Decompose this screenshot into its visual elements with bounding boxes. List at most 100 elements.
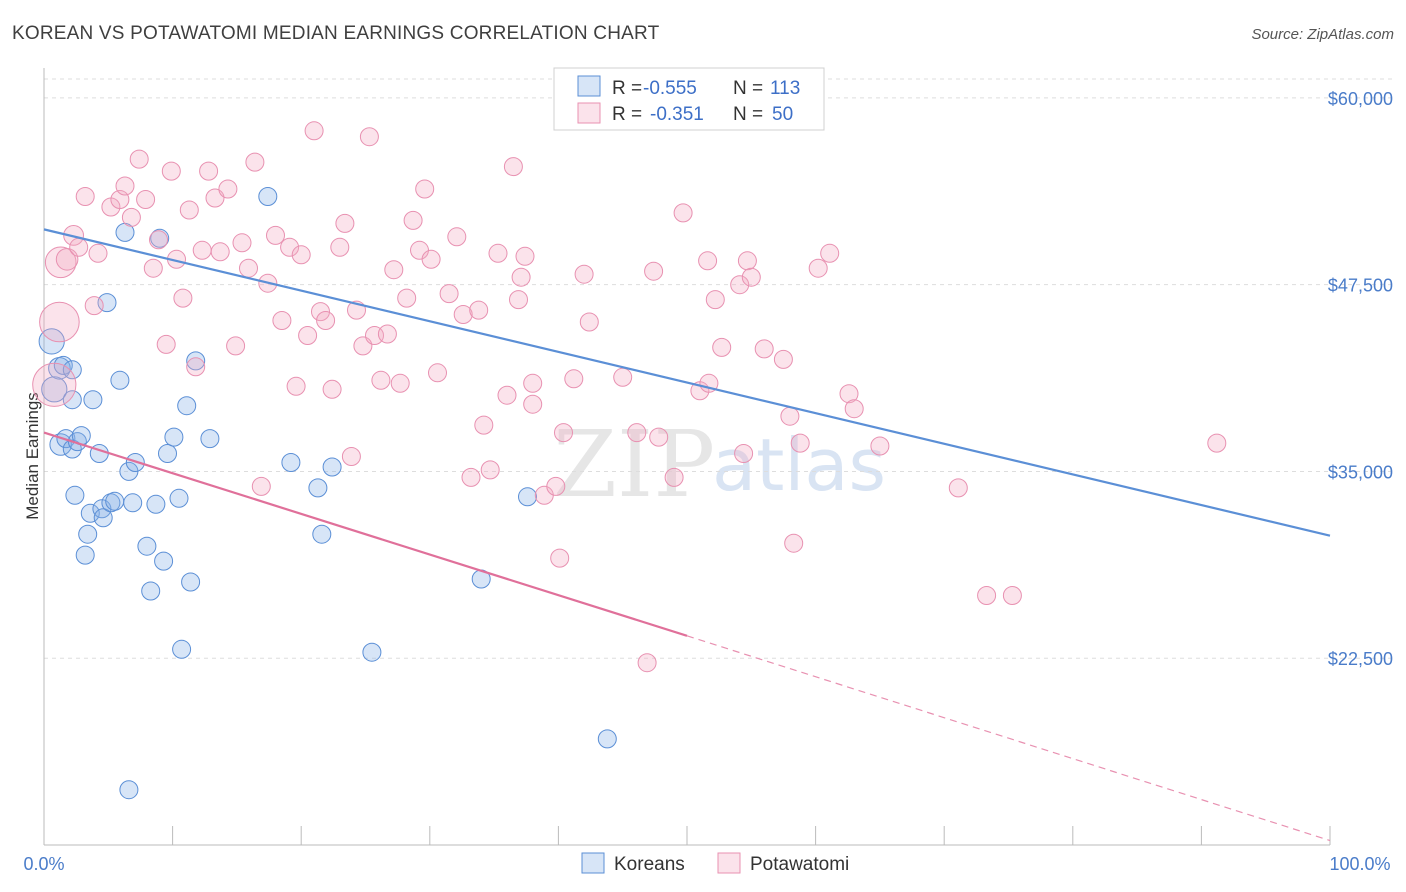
point-koreans (698, 251, 718, 271)
point-potawatomi (158, 444, 177, 463)
point-koreans (546, 476, 566, 496)
point-koreans (397, 288, 417, 308)
series-legend-label-koreans: Koreans (614, 854, 685, 875)
point-koreans (359, 127, 379, 147)
point-koreans (948, 478, 968, 498)
point-koreans (335, 213, 355, 233)
y-tick-label: $47,500 (1328, 276, 1393, 296)
point-koreans (330, 237, 350, 257)
point-koreans (39, 301, 80, 343)
point-koreans (844, 399, 864, 419)
point-koreans (730, 275, 750, 295)
point-koreans (210, 242, 230, 262)
point-koreans (136, 190, 156, 209)
trend-line-koreans (43, 228, 1331, 537)
point-koreans (737, 251, 757, 271)
point-koreans (75, 187, 95, 206)
point-koreans (820, 243, 840, 263)
point-koreans (474, 415, 494, 435)
point-koreans (322, 379, 342, 399)
point-potawatomi (258, 187, 278, 206)
point-koreans (403, 210, 423, 230)
point-koreans (977, 586, 997, 605)
point-potawatomi (78, 524, 98, 544)
legend-r-label-potawatomi: R = (612, 104, 642, 125)
point-potawatomi (62, 360, 82, 380)
chart-source: Source: ZipAtlas.com (1251, 26, 1394, 43)
stats-legend-box (553, 67, 825, 131)
legend-swatch-koreans (577, 75, 601, 97)
point-potawatomi (312, 524, 332, 544)
legend-n-label-potawatomi: N = (733, 104, 763, 125)
point-potawatomi (119, 780, 139, 800)
point-koreans (218, 179, 238, 199)
legend-n-value-koreans: 113 (770, 78, 800, 99)
data-points (32, 121, 1227, 800)
point-koreans (790, 433, 810, 453)
y-tick-label: $22,500 (1328, 649, 1393, 669)
point-potawatomi (177, 396, 197, 416)
legend-r-value-potawatomi: -0.351 (650, 104, 704, 125)
point-koreans (341, 447, 361, 466)
point-potawatomi (164, 427, 184, 447)
point-koreans (447, 227, 467, 247)
point-koreans (311, 302, 330, 322)
point-koreans (734, 444, 754, 463)
point-koreans (664, 467, 684, 487)
point-koreans (149, 230, 168, 250)
point-koreans (69, 237, 89, 257)
point-koreans (627, 423, 647, 443)
point-koreans (226, 336, 246, 356)
point-koreans (280, 237, 300, 257)
y-tick-label: $35,000 (1328, 462, 1393, 482)
point-koreans (564, 369, 584, 389)
point-potawatomi (362, 642, 382, 662)
point-koreans (503, 157, 523, 177)
point-potawatomi (137, 536, 157, 556)
point-koreans (239, 258, 258, 278)
point-potawatomi (41, 376, 68, 403)
point-potawatomi (97, 293, 117, 313)
watermark-atlas: atlas (712, 423, 886, 507)
point-koreans (143, 258, 163, 278)
point-potawatomi (83, 390, 103, 410)
point-potawatomi (75, 545, 95, 565)
trend-line-potawatomi-extrapolated (686, 635, 1331, 842)
trend-lines (43, 228, 1331, 842)
point-potawatomi (110, 370, 130, 390)
point-koreans (390, 373, 410, 393)
point-koreans (377, 324, 397, 344)
legend-r-value-koreans: -0.555 (643, 78, 697, 99)
x-tick-label-max: 100.0% (1329, 854, 1390, 874)
point-koreans (291, 245, 311, 265)
y-axis-tick-labels: $22,500 $35,000 $47,500 $60,000 (1328, 89, 1393, 669)
point-koreans (839, 384, 859, 404)
point-koreans (574, 264, 594, 284)
point-koreans (784, 533, 804, 553)
legend-r-label-koreans: R = (612, 78, 642, 99)
point-potawatomi (80, 503, 100, 523)
point-koreans (129, 149, 149, 169)
point-koreans (232, 233, 252, 253)
point-potawatomi (62, 390, 82, 410)
point-koreans (121, 207, 141, 227)
y-axis-label: Median Earnings (23, 392, 42, 520)
point-koreans (488, 243, 508, 263)
point-koreans (453, 305, 473, 324)
point-koreans (156, 334, 176, 354)
point-koreans (186, 357, 206, 377)
point-koreans (550, 548, 570, 568)
point-koreans (421, 249, 441, 269)
point-koreans (461, 467, 481, 487)
point-potawatomi (146, 494, 166, 514)
point-koreans (286, 376, 306, 396)
point-koreans (523, 373, 543, 393)
point-koreans (644, 261, 664, 281)
point-potawatomi (518, 487, 537, 507)
point-potawatomi (181, 572, 201, 592)
point-koreans (673, 203, 693, 223)
watermark-zip: ZIP (553, 411, 715, 518)
point-potawatomi (186, 351, 206, 371)
point-koreans (179, 200, 199, 220)
